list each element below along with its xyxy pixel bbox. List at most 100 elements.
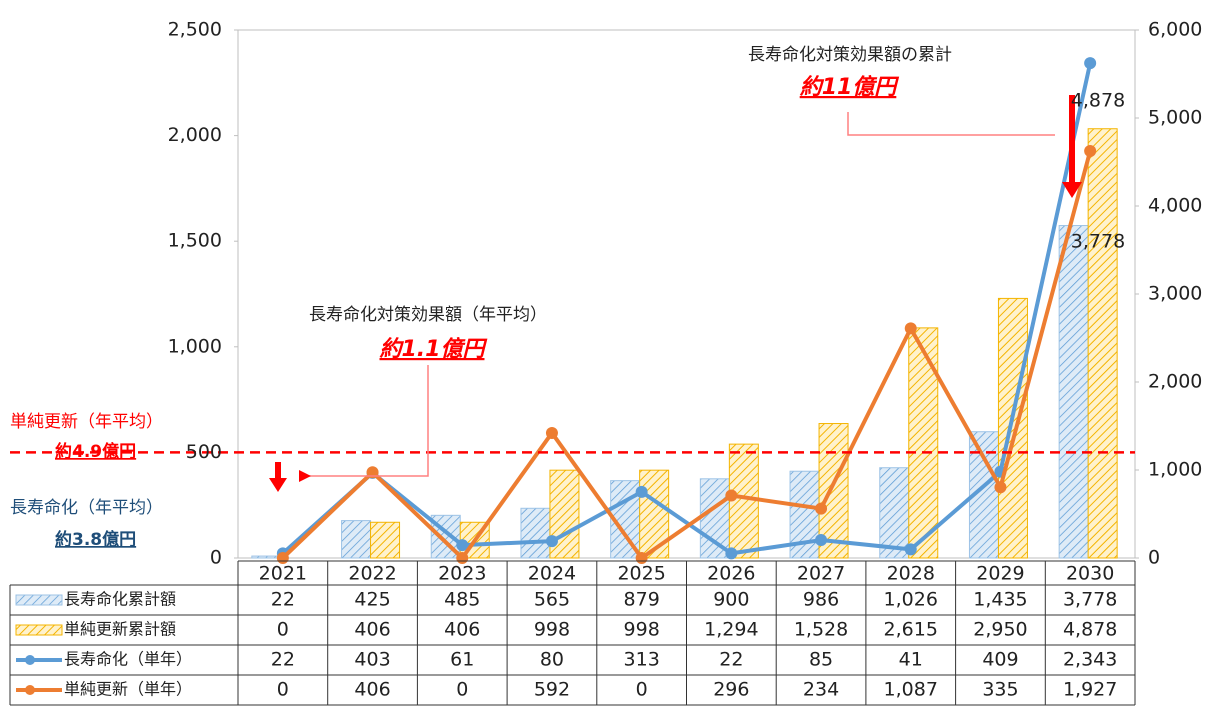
x-tick-label: 2025 [617,563,665,585]
table-cell: 986 [803,589,839,611]
point [635,485,648,498]
x-tick-label: 2028 [887,563,935,585]
y2-tick-label: 4,000 [1148,195,1202,217]
table-cell: 2,615 [884,619,938,641]
bar [1087,128,1118,559]
arrow [269,462,287,492]
legend-swatch [15,624,63,636]
point [725,547,738,560]
bar [341,520,372,559]
y2-tick-label: 2,000 [1148,371,1202,393]
table-cell: 406 [354,619,390,641]
line [281,150,1093,560]
point [725,489,738,502]
table-cell: 22 [271,649,295,671]
y-tick-label: 1,000 [168,335,222,357]
y-tick-label: 0 [210,547,222,569]
table-cell: 879 [624,589,660,611]
table-cell: 403 [354,649,390,671]
table-cell: 80 [540,649,564,671]
table-cell: 335 [982,679,1018,701]
point [994,481,1007,494]
table-cell: 2,950 [973,619,1027,641]
y-tick-label: 1,500 [168,230,222,252]
x-tick-label: 2026 [707,563,755,585]
legend-swatch [15,594,63,606]
bar [728,443,759,559]
table-cell: 565 [534,589,570,611]
table-cell: 0 [636,679,648,701]
table-cell: 1,294 [704,619,758,641]
point [904,322,917,335]
bar [370,521,401,559]
point [815,502,828,515]
bar [639,469,670,559]
table-cell: 4,878 [1063,619,1117,641]
table-cell: 1,435 [973,589,1027,611]
annotation: 約4.9億円 [55,441,136,462]
point [1084,57,1097,70]
annotation: 長寿命化対策効果額（年平均） [309,305,547,325]
y-tick-label: 500 [186,441,222,463]
table-cell: 22 [271,589,295,611]
x-tick-label: 2022 [348,563,396,585]
data-label: 4,878 [1071,90,1125,112]
annotation: 単純更新（年平均） [10,412,163,432]
bar [1058,225,1089,559]
table-cell: 1,528 [794,619,848,641]
table-cell: 2,343 [1063,649,1117,671]
line [281,62,1093,556]
legend-swatch [25,685,35,695]
plot [10,29,1139,564]
bar [908,327,939,559]
bar [997,297,1028,559]
bar [699,478,730,559]
y2-tick-label: 5,000 [1148,107,1202,129]
annotation: 約11億円 [800,74,900,100]
point [815,534,828,547]
table-cell: 406 [444,619,480,641]
table-cell: 313 [624,649,660,671]
x-tick-label: 2027 [797,563,845,585]
connector [299,365,429,482]
point [456,539,469,552]
legend-label: 単純更新（単年） [64,680,192,699]
legend-label: 単純更新累計額 [64,620,176,639]
table-cell: 0 [277,619,289,641]
table-cell: 61 [450,649,474,671]
annotation: 長寿命化（年平均） [10,498,163,518]
legend-label: 長寿命化累計額 [64,590,176,609]
y-tick-label: 2,000 [168,124,222,146]
table-cell: 998 [534,619,570,641]
legend-label: 長寿命化（単年） [64,650,192,669]
table-cell: 1,927 [1063,679,1117,701]
table-cell: 409 [982,649,1018,671]
point [1084,145,1097,158]
point [545,426,558,439]
bar [251,555,282,559]
x-tick-label: 2029 [976,563,1024,585]
legend-swatch [25,655,35,665]
x-tick-label: 2024 [528,563,576,585]
table-cell: 234 [803,679,839,701]
table-cell: 41 [899,649,923,671]
table-cell: 425 [354,589,390,611]
data-table: 2021 2022 2023 2024 2025 2026 2027 2028 2029 2030… [9,560,1136,706]
x-tick-label: 2023 [438,563,486,585]
annotation: 長寿命化対策効果額の累計 [748,45,952,65]
point [904,543,917,556]
table-cell: 0 [277,679,289,701]
x-tick-label: 2021 [259,563,307,585]
x-tick-label: 2030 [1066,563,1114,585]
y2-tick-label: 1,000 [1148,459,1202,481]
y-tick-label: 2,500 [168,19,222,41]
table-cell: 296 [713,679,749,701]
table-cell: 485 [444,589,480,611]
point [545,535,558,548]
bar [520,507,551,559]
arrow [1062,95,1082,198]
table-cell: 998 [624,619,660,641]
table-cell: 592 [534,679,570,701]
table-cell: 1,087 [884,679,938,701]
